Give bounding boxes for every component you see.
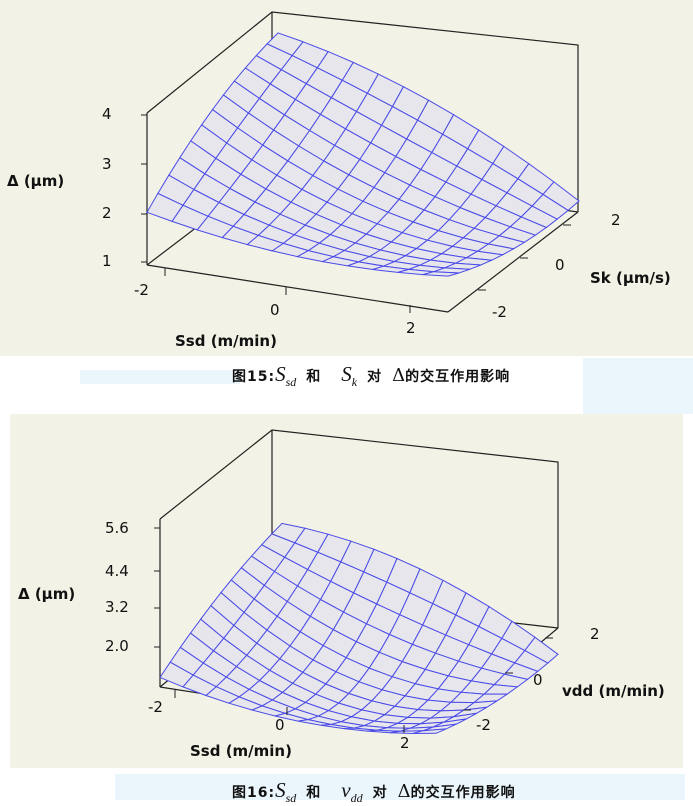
x-tick-label: -2 — [134, 281, 149, 299]
x-axis-ticks — [164, 268, 411, 313]
y-tick-label: 0 — [555, 256, 565, 274]
y-tick-label: 2 — [590, 625, 600, 643]
y-tick-label: -2 — [492, 303, 507, 321]
z-axis-ticks — [154, 527, 160, 648]
caption-subscript: dd — [350, 791, 363, 805]
caption-highlight — [80, 370, 240, 384]
surface-plot-figure-16: 5.6 4.4 3.2 2.0 Δ (μm) -2 0 2 Ssd (m/min… — [0, 414, 693, 768]
surface-plot-figure-15: 4 3 2 1 Δ (μm) -2 0 2 Ssd (m/min) -2 0 2… — [0, 0, 693, 356]
caption-symbol: v — [341, 778, 351, 802]
caption-word: 对 — [372, 785, 388, 801]
caption-word: 和 — [306, 369, 322, 385]
x-tick-label: 0 — [275, 716, 285, 734]
caption-subscript: sd — [285, 791, 297, 805]
y-axis-label: vdd (m/min) — [562, 682, 665, 700]
caption-word: 的交互作用影响 — [410, 785, 516, 801]
caption-word: 对 — [367, 369, 383, 385]
caption-word: 的交互作用影响 — [405, 369, 511, 385]
caption-symbol: S — [341, 362, 352, 386]
x-tick-label: 2 — [400, 734, 410, 752]
z-axis-label: Δ (μm) — [7, 172, 64, 190]
caption-word: 和 — [306, 785, 322, 801]
x-axis-label: Ssd (m/min) — [190, 742, 292, 760]
z-tick-label: 2 — [102, 204, 112, 222]
surface-cell — [422, 271, 460, 277]
y-tick-label: 0 — [533, 671, 543, 689]
caption-highlight — [115, 774, 685, 800]
x-tick-label: 2 — [406, 319, 416, 337]
surface-cell — [412, 728, 447, 734]
caption-delta: Δ — [397, 781, 411, 802]
caption-text: 图15:Ssd 和 Sk 对 Δ的交互作用影响 — [232, 362, 510, 390]
y-tick-label: 2 — [611, 211, 621, 229]
z-tick-label: 4.4 — [105, 562, 129, 580]
surface-mesh — [146, 32, 580, 277]
caption-text: 图16:Ssd 和 vdd 对 Δ的交互作用影响 — [232, 778, 516, 806]
y-axis-ticks — [478, 224, 571, 291]
caption-highlight — [583, 358, 693, 414]
caption-symbol: S — [275, 778, 286, 802]
z-tick-label: 2.0 — [105, 637, 129, 655]
figure-16-caption: 图16:Ssd 和 vdd 对 Δ的交互作用影响 — [0, 774, 693, 806]
x-tick-label: 0 — [270, 301, 280, 319]
z-tick-label: 1 — [102, 252, 112, 270]
z-axis-label: Δ (μm) — [18, 585, 75, 603]
y-axis-label: Sk (μm/s) — [590, 269, 671, 287]
caption-delta: Δ — [392, 365, 406, 386]
caption-symbol: S — [275, 362, 286, 386]
z-tick-label: 3 — [102, 155, 112, 173]
caption-prefix: 图16: — [232, 785, 276, 801]
x-axis-ticks — [174, 690, 405, 733]
caption-prefix: 图15: — [232, 369, 276, 385]
caption-subscript: sd — [285, 375, 297, 389]
x-axis-label: Ssd (m/min) — [175, 332, 277, 350]
z-tick-label: 4 — [102, 105, 112, 123]
x-tick-label: -2 — [148, 698, 163, 716]
y-tick-label: -2 — [476, 716, 491, 734]
surface-mesh — [159, 522, 559, 735]
y-axis-ticks — [463, 637, 553, 711]
caption-subscript: k — [351, 375, 358, 389]
z-tick-label: 5.6 — [105, 519, 129, 537]
figure-15-caption: 图15:Ssd 和 Sk 对 Δ的交互作用影响 — [0, 358, 693, 414]
z-axis-ticks — [141, 114, 147, 263]
z-tick-label: 3.2 — [105, 598, 129, 616]
surface-plot-15: 4 3 2 1 Δ (μm) -2 0 2 Ssd (m/min) -2 0 2… — [0, 0, 693, 356]
surface-plot-16: 5.6 4.4 3.2 2.0 Δ (μm) -2 0 2 Ssd (m/min… — [10, 414, 683, 768]
